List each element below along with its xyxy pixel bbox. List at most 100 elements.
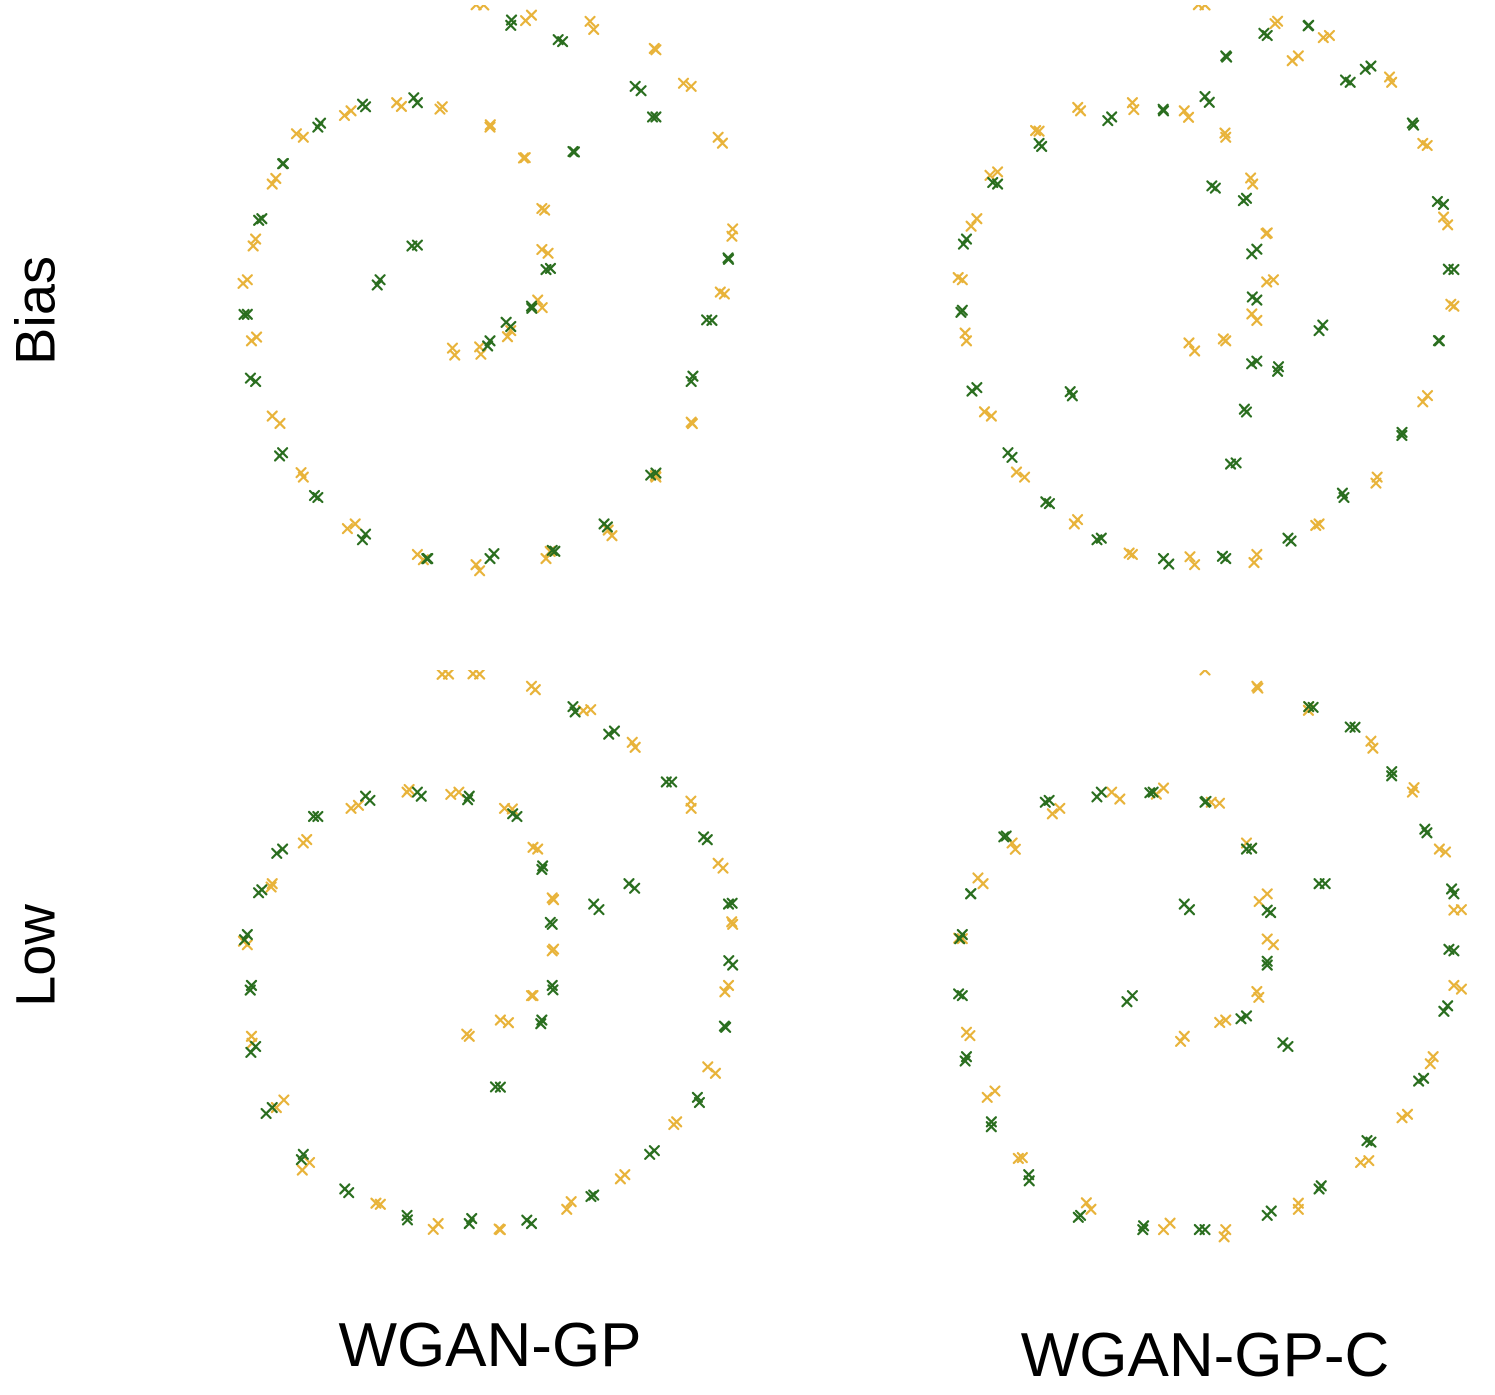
scatter-point-real — [1370, 477, 1382, 489]
scatter-point-generated — [629, 882, 641, 894]
scatter-point-generated — [723, 955, 735, 967]
scatter-point-generated — [1442, 263, 1454, 275]
scatter-point-generated — [1183, 904, 1196, 916]
scatter-point-generated — [525, 300, 538, 312]
scatter-point-real — [493, 1223, 505, 1235]
scatter-point-real — [972, 872, 984, 884]
scatter-point-real — [427, 1223, 439, 1235]
scatter-point-real — [668, 1118, 680, 1131]
scatter-point-real — [726, 916, 738, 928]
scatter-point-real — [470, 559, 482, 571]
scatter-point-generated — [1000, 830, 1012, 842]
scatter-point-generated — [552, 34, 564, 46]
scatter-point-generated — [244, 984, 256, 996]
scatter-point-generated — [1317, 319, 1329, 331]
scatter-point-generated — [295, 1154, 307, 1166]
scatter-point-real — [959, 327, 971, 339]
scatter-point-generated — [312, 810, 324, 823]
scatter-point-real — [446, 342, 459, 354]
scatter-point-generated — [1336, 487, 1349, 499]
scatter-point-real — [985, 410, 997, 422]
scatter-point-real — [527, 841, 539, 853]
scatter-point-generated — [569, 706, 581, 718]
scatter-point-generated — [601, 521, 614, 533]
scatter-point-generated — [526, 302, 538, 314]
row-label-low: Low — [3, 904, 67, 1007]
scatter-point-generated — [253, 214, 265, 226]
scatter-point-real — [1054, 802, 1066, 814]
scatter-point-generated — [1315, 1180, 1327, 1192]
scatter-point-generated — [1396, 426, 1408, 438]
scatter-plot — [237, 670, 739, 1236]
scatter-point-real — [1220, 1014, 1232, 1026]
scatter-point-generated — [1240, 1010, 1253, 1022]
scatter-point-real — [349, 518, 361, 530]
scatter-point-generated — [364, 794, 376, 806]
scatter-point-real — [716, 137, 729, 149]
scatter-point-real — [1164, 1217, 1176, 1229]
scatter-point-generated — [500, 316, 512, 328]
scatter-point-real — [1199, 670, 1211, 676]
scatter-point-generated — [635, 85, 647, 97]
scatter-point-generated — [260, 1107, 272, 1120]
scatter-point-generated — [1246, 248, 1258, 260]
scatter-point-generated — [722, 252, 734, 264]
scatter-point-generated — [273, 450, 286, 462]
scatter-point-real — [1448, 979, 1460, 992]
scatter-point-generated — [1313, 325, 1325, 337]
scatter-point-real — [536, 302, 548, 314]
scatter-point-real — [1183, 337, 1195, 349]
scatter-point-generated — [720, 1021, 732, 1033]
scatter-point-generated — [462, 794, 474, 806]
scatter-point-generated — [1261, 959, 1273, 971]
scatter-point-generated — [1438, 1005, 1450, 1017]
scatter-point-real — [685, 80, 697, 93]
scatter-point-generated — [371, 279, 383, 291]
scatter-point-generated — [374, 274, 386, 286]
scatter-point-generated — [1386, 766, 1398, 778]
scatter-point-generated — [987, 176, 999, 189]
scatter-point-generated — [1437, 198, 1450, 211]
scatter-point-real — [626, 736, 638, 748]
scatter-point-generated — [415, 790, 427, 802]
scatter-point-real — [250, 233, 262, 245]
scatter-point-generated — [1066, 390, 1078, 402]
scatter-point-real — [726, 230, 738, 242]
scatter-point-real — [1182, 111, 1195, 123]
scatter-point-real — [719, 986, 731, 998]
scatter-point-real — [247, 240, 259, 252]
scatter-point-generated — [568, 146, 581, 158]
scatter-point-generated — [693, 1096, 706, 1109]
scatter-point-real — [474, 565, 486, 577]
scatter-point-real — [965, 220, 977, 232]
scatter-point-generated — [238, 934, 251, 946]
scatter-point-real — [1260, 228, 1272, 240]
scatter-point-real — [547, 894, 560, 906]
scatter-point-generated — [1442, 1000, 1454, 1012]
scatter-point-real — [352, 799, 365, 811]
scatter-plot — [953, 670, 1468, 1243]
scatter-point-real — [266, 878, 278, 890]
scatter-point-generated — [1264, 906, 1277, 919]
scatter-point-real — [978, 406, 991, 418]
scatter-point-generated — [959, 1055, 971, 1067]
scatter-point-generated — [537, 860, 549, 872]
scatter-point-real — [1248, 556, 1260, 569]
scatter-point-real — [1246, 308, 1258, 320]
scatter-point-generated — [1302, 20, 1314, 32]
scatter-point-real — [1080, 1197, 1092, 1209]
scatter-plot — [952, 5, 1460, 571]
scatter-point-generated — [547, 984, 559, 996]
scatter-point-real — [278, 1094, 290, 1106]
scatter-point-generated — [1246, 842, 1258, 854]
scatter-point-real — [1253, 991, 1265, 1003]
scatter-point-generated — [1419, 823, 1431, 835]
scatter-point-generated — [271, 847, 283, 859]
scatter-point-real — [529, 684, 541, 696]
scatter-point-generated — [1137, 1220, 1150, 1232]
scatter-point-generated — [356, 534, 369, 546]
scatter-point-generated — [603, 728, 615, 740]
scatter-point-real — [1219, 127, 1231, 139]
scatter-point-real — [270, 172, 282, 185]
scatter-point-generated — [1023, 1175, 1035, 1187]
